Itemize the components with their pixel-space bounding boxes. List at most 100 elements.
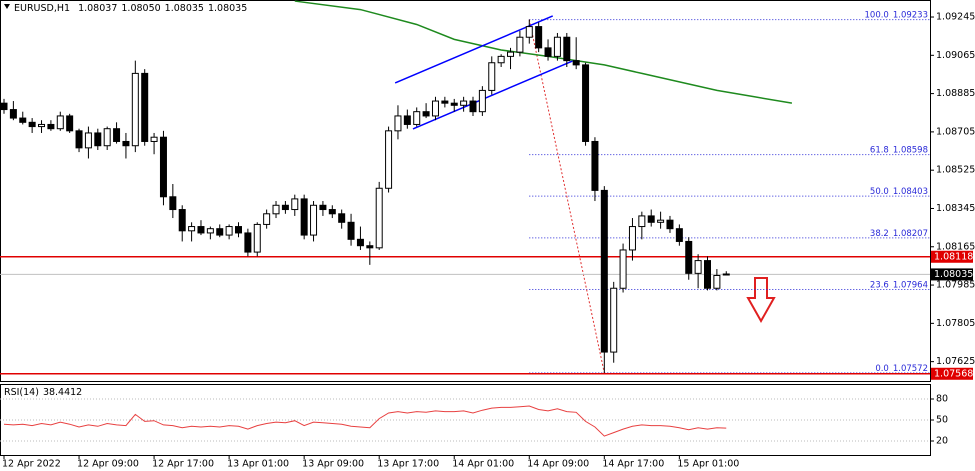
y-tick-label: 1.09065	[936, 50, 975, 61]
y-tick-label: 1.07805	[936, 318, 975, 329]
fib-label: 100.0 1.09233	[865, 10, 929, 20]
candle-body	[47, 123, 55, 130]
candle-body	[657, 219, 665, 223]
candle-body	[450, 102, 458, 106]
candle-body	[375, 187, 383, 249]
symbol: EURUSD,H1	[14, 3, 70, 14]
candle-body	[75, 130, 83, 149]
candle-body	[150, 136, 158, 142]
y-tick-label: 1.08165	[936, 241, 975, 252]
x-tick-label: 13 Apr 09:00	[302, 459, 364, 470]
candle-body	[178, 209, 186, 232]
candle-body	[188, 226, 196, 232]
candle-body	[319, 204, 327, 211]
x-tick-label: 14 Apr 01:00	[452, 459, 514, 470]
candle-body	[169, 196, 177, 211]
header: EURUSD,H1 1.08037 1.08050 1.08035 1.08035	[14, 3, 247, 14]
header-value: 1.08037	[78, 3, 117, 14]
candle-body	[553, 36, 561, 57]
candle-body	[507, 51, 515, 57]
candle-body	[403, 115, 411, 125]
candle-body	[460, 100, 468, 106]
candle-body	[9, 109, 17, 119]
fib-ratio: 50.0	[870, 187, 889, 197]
level-label: 1.08118	[934, 251, 973, 262]
fib-price: 1.09233	[893, 10, 928, 20]
candle-body	[685, 240, 693, 274]
fib-label: 50.0 1.08403	[870, 187, 928, 197]
candle-body	[263, 213, 271, 225]
rsi-name: RSI(14)	[4, 387, 39, 398]
candle-body	[19, 117, 27, 123]
candle-body	[610, 287, 618, 353]
fib-price: 1.08598	[893, 145, 928, 155]
candle-body	[422, 111, 430, 117]
fib-price: 1.07964	[893, 280, 928, 290]
y-tick-label: 1.07625	[936, 356, 975, 367]
rsi-line	[3, 405, 727, 437]
candle-body	[535, 26, 543, 49]
main-frame	[0, 0, 931, 382]
candle-body	[366, 245, 374, 249]
candle-body	[300, 198, 308, 236]
level-label-box	[931, 367, 973, 380]
y-tick-label: 1.08345	[936, 203, 975, 214]
rsi-tick-label: 50	[936, 415, 948, 426]
candle-body	[666, 219, 674, 230]
header-value: 1.08050	[121, 3, 160, 14]
header-value: 1.08035	[208, 3, 247, 14]
candle-body	[385, 130, 393, 189]
candle-body	[572, 60, 580, 66]
candle-body	[338, 213, 346, 223]
candle-body	[722, 273, 730, 276]
candle-body	[713, 274, 721, 289]
candle-body	[488, 62, 496, 91]
y-tick-label: 1.07985	[936, 280, 975, 291]
rsi-tick-label: 20	[936, 436, 948, 447]
fib-trend	[528, 19, 605, 374]
x-tick-label: 15 Apr 01:00	[677, 459, 739, 470]
y-tick-label: 1.08705	[936, 126, 975, 137]
fib-ratio: 38.2	[870, 228, 889, 238]
candle-body	[235, 226, 242, 234]
fib-price: 1.08207	[893, 228, 928, 238]
channel-line	[412, 60, 573, 130]
candle-body	[122, 140, 130, 147]
candle-body	[694, 260, 702, 274]
x-tick-label: 14 Apr 17:00	[602, 459, 664, 470]
candle-body	[628, 226, 636, 251]
candle-body	[675, 228, 683, 242]
candle-body	[113, 128, 121, 142]
candle-body	[582, 64, 590, 142]
fib-label: 61.8 1.08598	[870, 145, 928, 155]
candle-body	[291, 198, 299, 211]
fib-label: 23.6 1.07964	[870, 280, 928, 290]
x-tick-label: 13 Apr 01:00	[227, 459, 289, 470]
candle-body	[66, 115, 74, 132]
y-tick-label: 1.08525	[936, 165, 975, 176]
level-label-box	[931, 250, 973, 263]
candle-body	[394, 115, 402, 132]
x-tick-label: 13 Apr 17:00	[377, 459, 439, 470]
candle-body	[28, 121, 36, 128]
candle-body	[272, 204, 280, 215]
level-label: 1.07568	[934, 368, 973, 379]
candle-body	[225, 226, 233, 236]
fib-ratio: 0.0	[875, 363, 889, 373]
candle-body	[516, 36, 524, 53]
candle-body	[591, 140, 599, 191]
candle-body	[38, 123, 46, 128]
candle-body	[563, 36, 571, 62]
candle-body	[244, 232, 252, 253]
candle-body	[544, 47, 552, 57]
rsi-title: RSI(14) 38.4412	[4, 387, 82, 398]
candle-body	[469, 100, 477, 113]
fib-price: 1.07572	[893, 363, 928, 373]
candle-body	[431, 100, 439, 117]
fib-price: 1.08403	[893, 187, 928, 197]
candle-body	[281, 204, 289, 211]
candle-body	[56, 115, 64, 130]
x-tick-label: 12 Apr 2022	[2, 459, 61, 470]
candle-body	[600, 189, 608, 353]
